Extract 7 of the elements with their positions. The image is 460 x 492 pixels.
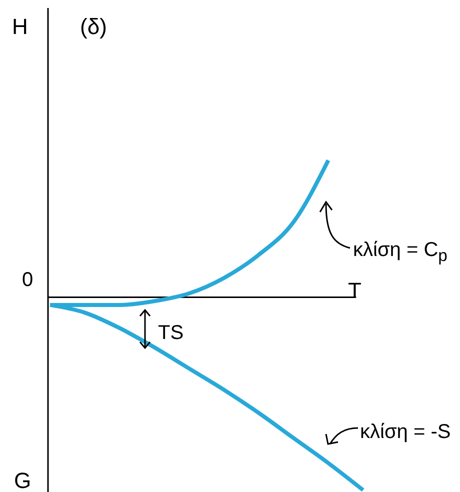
text: G [14, 468, 32, 492]
chart-title: (δ) [80, 14, 107, 39]
ref-line-label: 0 [22, 269, 34, 291]
text: H [12, 14, 28, 39]
annotation: κλίση = C$_{p}$ [353, 239, 448, 265]
text: κλίση = -S [360, 421, 451, 443]
annotation: TS [158, 322, 184, 344]
